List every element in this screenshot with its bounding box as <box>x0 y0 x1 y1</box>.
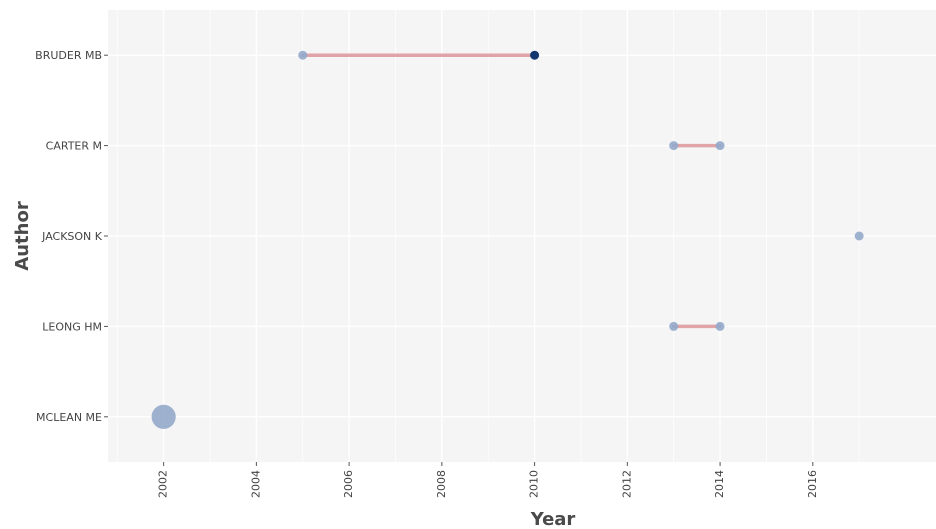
data-point <box>715 141 725 151</box>
x-tick-label: 2006 <box>342 470 355 498</box>
x-tick-label: 2008 <box>435 470 448 498</box>
x-tick-label: 2016 <box>806 470 819 498</box>
y-axis: BRUDER MB CARTER M JACKSON K LEONG HM MCLEAN… <box>35 49 108 424</box>
x-tick-label: 2004 <box>249 470 262 498</box>
data-point <box>151 404 176 429</box>
data-point <box>854 231 864 241</box>
data-point <box>530 50 540 60</box>
x-tick-label: 2012 <box>620 470 633 498</box>
segment-layer <box>300 53 722 329</box>
x-tick-label: 2014 <box>713 470 726 498</box>
data-point <box>298 50 308 60</box>
point-layer <box>151 50 864 429</box>
x-axis-title: Year <box>530 509 576 529</box>
y-tick-label: LEONG HM <box>42 320 102 333</box>
x-tick-label: 2010 <box>528 470 541 498</box>
x-tick-label: 2002 <box>157 470 170 498</box>
data-point <box>669 321 679 331</box>
x-axis: 2002 2004 2006 2008 2010 2012 2014 2016 <box>157 462 819 498</box>
y-tick-label: JACKSON K <box>41 230 103 243</box>
y-axis-title: Author <box>12 201 33 271</box>
y-tick-label: MCLEAN ME <box>36 411 102 424</box>
y-tick-label: BRUDER MB <box>35 49 102 62</box>
data-point <box>669 141 679 151</box>
grid-lines <box>108 10 936 462</box>
data-point <box>715 321 725 331</box>
y-tick-label: CARTER M <box>46 140 102 153</box>
